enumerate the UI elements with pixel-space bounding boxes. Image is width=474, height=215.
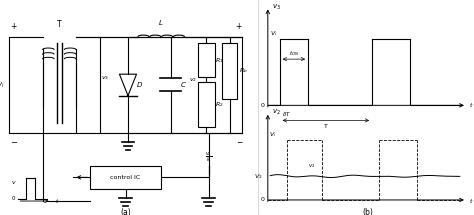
Text: $v_2$: $v_2$: [308, 162, 315, 169]
Text: 0: 0: [12, 196, 15, 201]
Text: $R_b$: $R_b$: [239, 66, 247, 75]
Text: −: −: [236, 138, 243, 147]
Text: $v_i$: $v_i$: [0, 80, 5, 89]
Text: $v_2$: $v_2$: [272, 108, 281, 117]
Text: $V_i$: $V_i$: [270, 29, 278, 38]
Text: $v_2$: $v_2$: [189, 76, 197, 83]
FancyBboxPatch shape: [90, 166, 161, 189]
Text: +: +: [235, 22, 241, 31]
Text: (b): (b): [362, 208, 373, 215]
Text: t: t: [55, 198, 57, 204]
Text: T: T: [324, 124, 328, 129]
Text: $\delta T$: $\delta T$: [282, 110, 291, 118]
Text: D: D: [137, 82, 143, 88]
Text: 0: 0: [260, 103, 264, 108]
Text: $R_1$: $R_1$: [215, 56, 224, 65]
Text: 0: 0: [260, 197, 264, 203]
Text: v: v: [11, 180, 15, 185]
Text: $L$: $L$: [158, 18, 164, 27]
Text: $\frac{v_2}{k}$: $\frac{v_2}{k}$: [205, 150, 212, 164]
Text: $C$: $C$: [181, 80, 187, 89]
Text: t: t: [469, 103, 472, 108]
Text: $t_{ON}$: $t_{ON}$: [289, 49, 299, 58]
Text: $v_3$: $v_3$: [101, 75, 109, 82]
Text: (a): (a): [120, 208, 131, 215]
Text: $R_2$: $R_2$: [215, 100, 224, 109]
Text: t: t: [469, 198, 472, 204]
Text: $V_i$: $V_i$: [269, 130, 277, 139]
Text: $v_3$: $v_3$: [272, 3, 281, 12]
Text: $V_2$: $V_2$: [254, 172, 262, 181]
Text: T: T: [57, 20, 62, 29]
Text: +: +: [10, 22, 17, 31]
Text: control IC: control IC: [110, 175, 141, 180]
Text: −: −: [10, 138, 17, 147]
